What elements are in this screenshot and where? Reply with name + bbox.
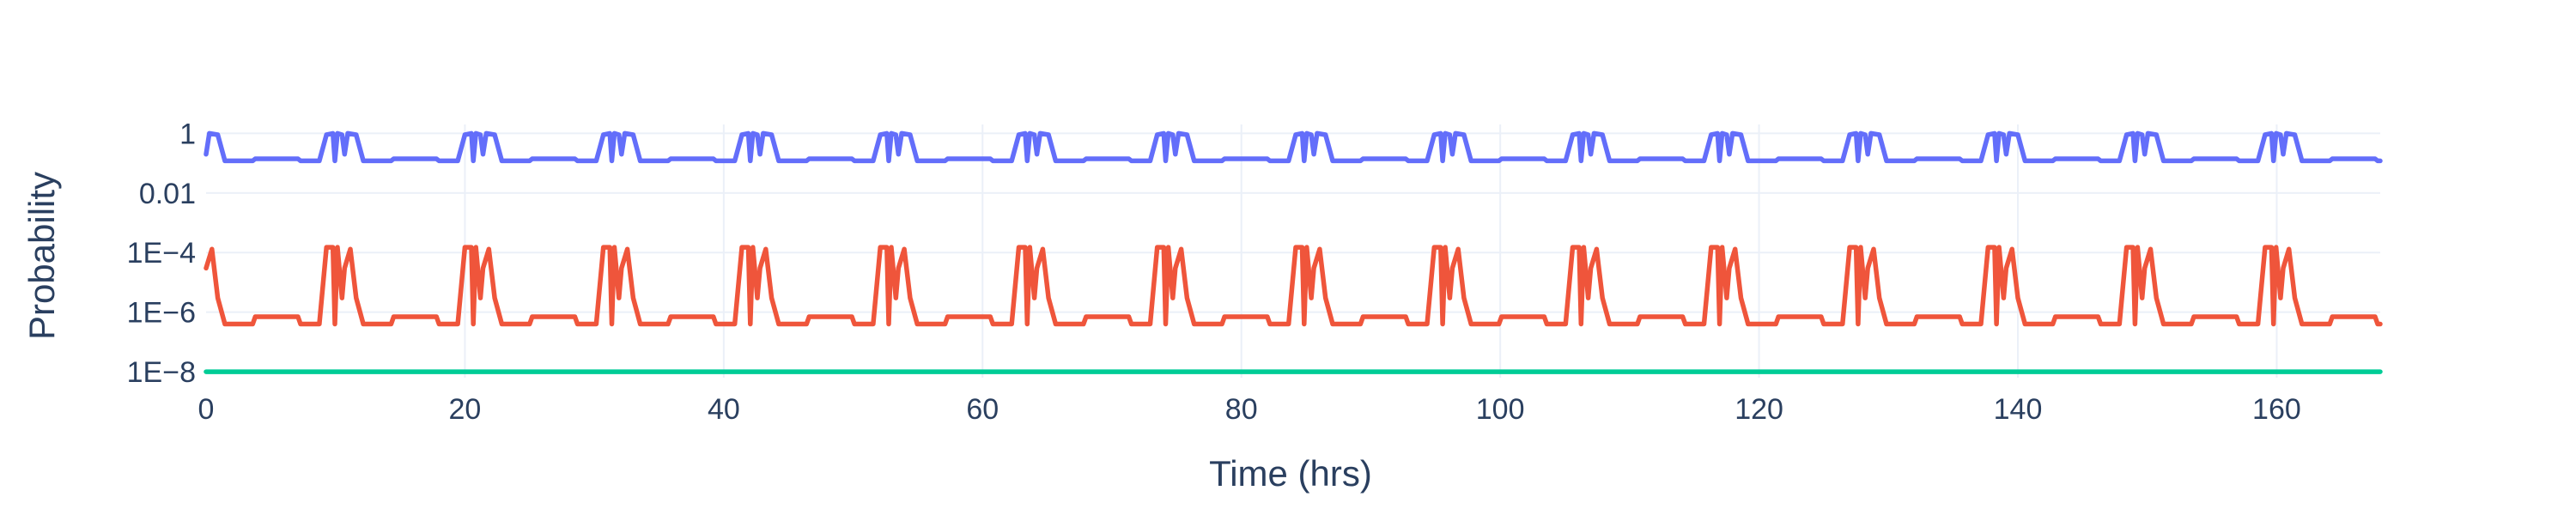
y-tick-label: 1E−8 xyxy=(127,356,196,389)
y-tick-label: 1 xyxy=(179,118,196,150)
x-tick-label: 100 xyxy=(1476,393,1525,426)
x-tick-label: 80 xyxy=(1225,393,1258,426)
y-axis-title: Probability xyxy=(21,172,62,340)
x-tick-label: 140 xyxy=(1994,393,2043,426)
series-line-2 xyxy=(204,245,2383,327)
x-tick-labels: 0 20 40 60 80 100 120 140 160 xyxy=(198,393,2301,426)
x-tick-label: 40 xyxy=(708,393,740,426)
series-group xyxy=(204,130,2383,374)
x-tick-label: 160 xyxy=(2252,393,2301,426)
x-tick-label: 120 xyxy=(1735,393,1783,426)
x-tick-label: 20 xyxy=(449,393,482,426)
series-line-1 xyxy=(204,130,2383,164)
x-tick-label: 0 xyxy=(198,393,215,426)
x-axis-title: Time (hrs) xyxy=(1209,453,1372,494)
x-tick-label: 60 xyxy=(966,393,999,426)
y-tick-label: 0.01 xyxy=(139,178,196,210)
y-tick-label: 1E−6 xyxy=(127,297,196,330)
y-tick-labels: 1 0.01 1E−4 1E−6 1E−8 xyxy=(127,118,196,389)
y-tick-label: 1E−4 xyxy=(127,237,196,270)
